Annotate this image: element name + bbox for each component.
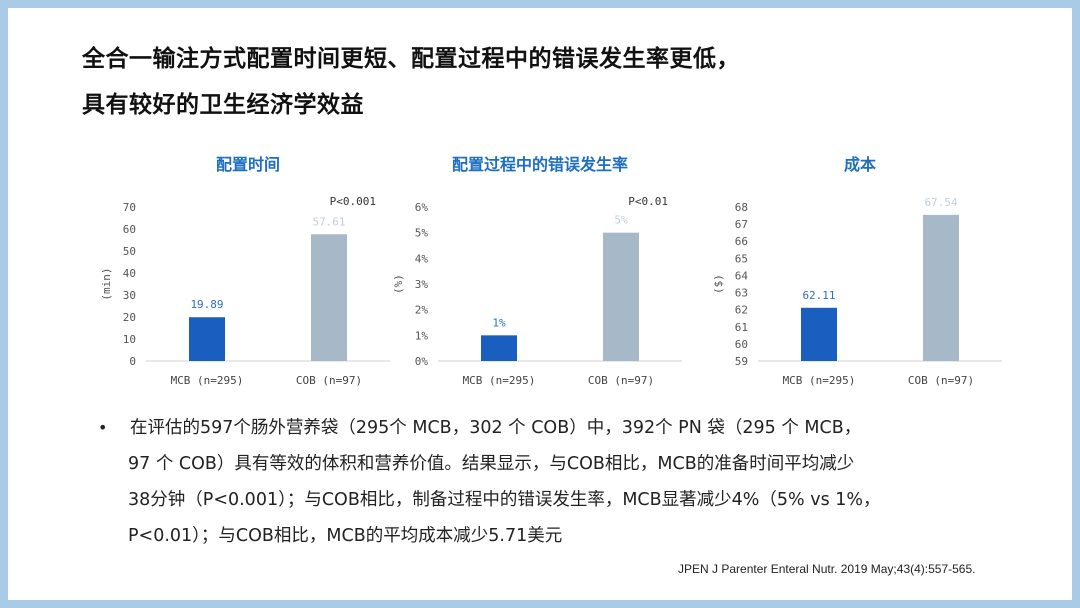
x-category-label: MCB (n=295) bbox=[783, 374, 856, 387]
bar-value-label: 19.89 bbox=[190, 298, 223, 311]
y-tick-label: 61 bbox=[735, 321, 748, 334]
chart-title: 配置过程中的错误发生率 bbox=[451, 155, 628, 174]
y-tick-label: 2% bbox=[415, 304, 429, 317]
summary-list: • 在评估的597个肠外营养袋（295个 MCB，302 个 COB）中，392… bbox=[98, 410, 1018, 554]
y-tick-label: 30 bbox=[123, 289, 136, 302]
y-tick-label: 70 bbox=[123, 201, 136, 214]
chart-cost: 成本 59 60 61 62 63 64 65 66 67 68 ($) 62.11 MCB (n=29… bbox=[710, 151, 1010, 401]
y-tick-label: 68 bbox=[735, 201, 748, 214]
y-tick-label: 1% bbox=[415, 329, 429, 342]
y-tick-label: 64 bbox=[735, 269, 749, 282]
y-tick-label: 67 bbox=[735, 218, 748, 231]
bar bbox=[481, 335, 517, 361]
summary-item: • 在评估的597个肠外营养袋（295个 MCB，302 个 COB）中，392… bbox=[98, 410, 1018, 554]
title-line-1: 全合一输注方式配置时间更短、配置过程中的错误发生率更低， bbox=[82, 46, 740, 72]
y-axis-label: ($) bbox=[712, 274, 725, 294]
y-tick-label: 0% bbox=[415, 355, 429, 368]
y-axis-label: (%) bbox=[392, 274, 405, 294]
y-tick-label: 63 bbox=[735, 287, 748, 300]
chart-title: 配置时间 bbox=[215, 155, 280, 174]
y-tick-label: 4% bbox=[415, 252, 429, 265]
summary-line-4: P<0.01）；与COB相比，MCB的平均成本减少5.71美元 bbox=[128, 526, 563, 546]
x-category-label: MCB (n=295) bbox=[171, 374, 244, 387]
y-tick-label: 20 bbox=[123, 311, 136, 324]
bar bbox=[923, 214, 959, 361]
bar-value-label: 62.11 bbox=[802, 289, 835, 302]
bar-value-label: 1% bbox=[492, 316, 506, 329]
y-tick-label: 3% bbox=[415, 278, 429, 291]
x-category-label: COB (n=97) bbox=[588, 374, 654, 387]
summary-line-3: 38分钟（P<0.001）；与COB相比，制备过程中的错误发生率，MCB显著减少… bbox=[128, 490, 881, 510]
x-category-label: COB (n=97) bbox=[296, 374, 362, 387]
summary-line-2: 97 个 COB）具有等效的体积和营养价值。结果显示，与COB相比，MCB的准备… bbox=[128, 454, 855, 474]
y-axis-label: (min) bbox=[100, 267, 113, 300]
chart-title: 成本 bbox=[843, 155, 876, 174]
bar bbox=[801, 307, 837, 361]
y-tick-label: 6% bbox=[415, 201, 429, 214]
bullet-marker: • bbox=[98, 418, 108, 437]
x-category-label: COB (n=97) bbox=[908, 374, 974, 387]
p-value-annotation: P<0.01 bbox=[628, 195, 668, 208]
slide: 全合一输注方式配置时间更短、配置过程中的错误发生率更低， 具有较好的卫生经济学效… bbox=[8, 8, 1072, 600]
y-tick-label: 0 bbox=[129, 355, 136, 368]
title-line-2: 具有较好的卫生经济学效益 bbox=[82, 92, 364, 118]
bar-value-label: 5% bbox=[614, 214, 628, 227]
y-tick-label: 59 bbox=[735, 355, 748, 368]
y-tick-label: 62 bbox=[735, 304, 748, 317]
chart-svg: 59 60 61 62 63 64 65 66 67 68 ($) 62.11 MCB (n=295) 6… bbox=[712, 196, 1002, 387]
y-tick-label: 10 bbox=[123, 333, 136, 346]
bar bbox=[603, 232, 639, 361]
chart-svg: 0 10 20 30 40 50 60 70 (min) 19.89 MCB (n=295) 57.6… bbox=[100, 195, 390, 387]
y-tick-label: 50 bbox=[123, 245, 136, 258]
summary-line-1: 在评估的597个肠外营养袋（295个 MCB，302 个 COB）中，392个 … bbox=[130, 418, 862, 438]
bar-value-label: 67.54 bbox=[924, 196, 957, 209]
y-tick-label: 5% bbox=[415, 227, 429, 240]
bar-value-label: 57.61 bbox=[312, 215, 345, 228]
y-tick-label: 40 bbox=[123, 267, 136, 280]
chart-svg: 0% 1% 2% 3% 4% 5% 6% (%) 1% MCB (n=295) 5% COB (n=9… bbox=[392, 195, 682, 387]
chart-prep-time: 配置时间 0 10 20 30 40 50 60 70 (min) 19.89 MCB (n=295… bbox=[98, 151, 398, 401]
y-tick-label: 65 bbox=[735, 252, 748, 265]
y-tick-label: 66 bbox=[735, 235, 748, 248]
bar bbox=[189, 317, 225, 361]
y-tick-label: 60 bbox=[735, 338, 748, 351]
x-category-label: MCB (n=295) bbox=[463, 374, 536, 387]
chart-error-rate: 配置过程中的错误发生率 0% 1% 2% 3% 4% 5% 6% (%) 1% MCB (n=29… bbox=[390, 151, 690, 401]
citation: JPEN J Parenter Enteral Nutr. 2019 May;4… bbox=[678, 562, 976, 576]
y-tick-label: 60 bbox=[123, 223, 136, 236]
bar bbox=[311, 234, 347, 361]
p-value-annotation: P<0.001 bbox=[330, 195, 376, 208]
slide-title: 全合一输注方式配置时间更短、配置过程中的错误发生率更低， 具有较好的卫生经济学效… bbox=[82, 36, 740, 128]
